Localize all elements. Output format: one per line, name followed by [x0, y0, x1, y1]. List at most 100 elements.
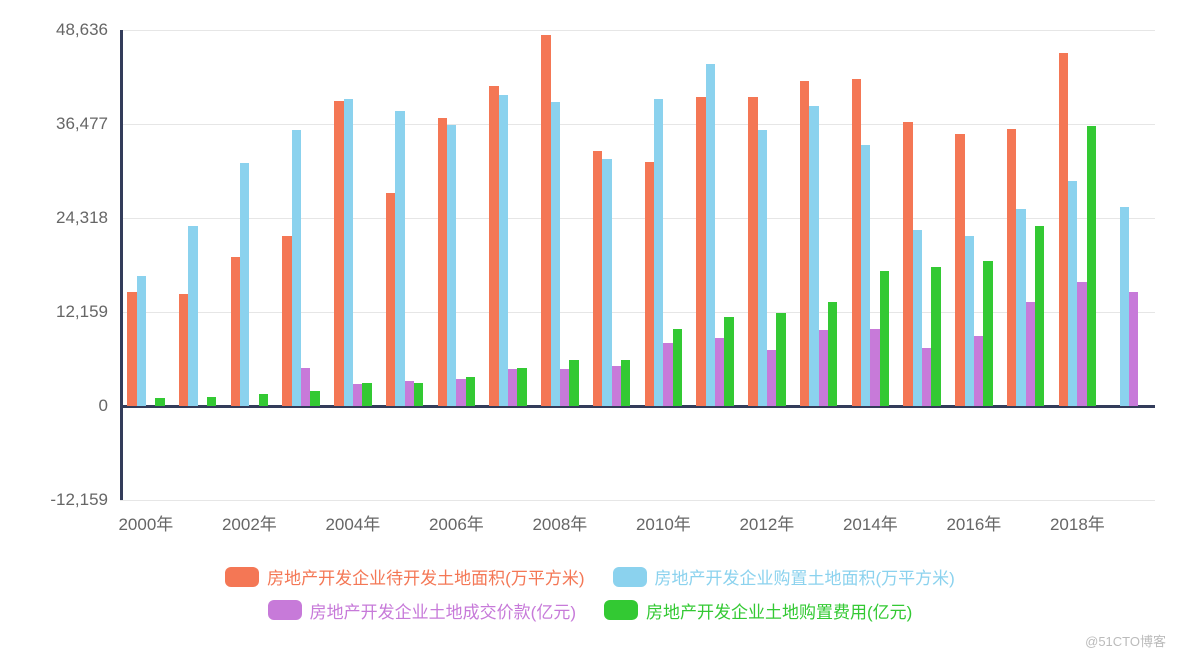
- bar-s4: [414, 383, 423, 406]
- bar-s2: [395, 111, 404, 406]
- bar-s3: [456, 379, 465, 406]
- y-axis-tick: 24,318: [56, 208, 120, 228]
- y-axis-tick: 36,477: [56, 114, 120, 134]
- bar-s4: [155, 398, 164, 406]
- x-axis-tick: 2006年: [429, 500, 484, 535]
- bar-s1: [127, 292, 136, 406]
- bar-s2: [240, 163, 249, 406]
- legend-swatch: [225, 567, 259, 587]
- bar-s1: [696, 97, 705, 406]
- bar-s4: [673, 329, 682, 406]
- bar-s1: [231, 257, 240, 406]
- legend-item-s3[interactable]: 房地产开发企业土地成交价款(亿元): [268, 598, 576, 623]
- bar-s3: [1129, 292, 1138, 406]
- bar-s3: [301, 368, 310, 406]
- bar-s3: [870, 329, 879, 406]
- bar-s4: [724, 317, 733, 406]
- bar-s1: [179, 294, 188, 406]
- bar-s2: [447, 125, 456, 406]
- x-axis-tick: 2014年: [843, 500, 898, 535]
- legend-label: 房地产开发企业土地成交价款(亿元): [310, 598, 576, 623]
- bar-s2: [809, 106, 818, 406]
- bar-s1: [903, 122, 912, 406]
- legend-row: 房地产开发企业土地成交价款(亿元) 房地产开发企业土地购置费用(亿元): [0, 598, 1180, 626]
- bar-s2: [344, 99, 353, 406]
- bar-s1: [955, 134, 964, 406]
- bar-s3: [405, 381, 414, 406]
- bar-s1: [541, 35, 550, 406]
- bar-s4: [828, 302, 837, 406]
- grid-line: [120, 30, 1155, 31]
- bar-s3: [560, 369, 569, 406]
- bar-s1: [438, 118, 447, 406]
- x-axis-tick: 2012年: [739, 500, 794, 535]
- bar-s3: [819, 330, 828, 406]
- legend-item-s2[interactable]: 房地产开发企业购置土地面积(万平方米): [613, 564, 955, 589]
- bar-s3: [922, 348, 931, 406]
- bar-s2: [137, 276, 146, 406]
- bar-s3: [974, 336, 983, 406]
- bar-s4: [983, 261, 992, 406]
- bar-s4: [310, 391, 319, 406]
- bar-s4: [207, 397, 216, 406]
- bar-s3: [715, 338, 724, 406]
- bar-s2: [913, 230, 922, 406]
- bar-s4: [569, 360, 578, 406]
- bar-s2: [602, 159, 611, 406]
- legend-swatch: [268, 600, 302, 620]
- bar-s4: [259, 394, 268, 406]
- bar-s2: [188, 226, 197, 406]
- x-axis-tick: 2000年: [118, 500, 173, 535]
- legend-label: 房地产开发企业土地购置费用(亿元): [646, 598, 912, 623]
- x-axis-tick: 2008年: [532, 500, 587, 535]
- y-axis: [120, 30, 123, 500]
- bar-s2: [706, 64, 715, 406]
- y-axis-tick: 0: [99, 396, 120, 416]
- legend-item-s1[interactable]: 房地产开发企业待开发土地面积(万平方米): [225, 564, 584, 589]
- bar-s3: [663, 343, 672, 406]
- bar-s3: [1077, 282, 1086, 406]
- bar-s2: [551, 102, 560, 406]
- x-axis: [120, 405, 1155, 408]
- bar-s1: [748, 97, 757, 406]
- x-axis-tick: 2004年: [325, 500, 380, 535]
- legend-label: 房地产开发企业购置土地面积(万平方米): [655, 564, 955, 589]
- bar-s4: [362, 383, 371, 406]
- bar-s2: [758, 130, 767, 406]
- grid-line: [120, 312, 1155, 313]
- bar-s3: [1026, 302, 1035, 406]
- legend-swatch: [613, 567, 647, 587]
- bar-s2: [1016, 209, 1025, 406]
- watermark: @51CTO博客: [1085, 631, 1166, 650]
- bar-s4: [776, 313, 785, 406]
- bar-s2: [292, 130, 301, 406]
- bar-s3: [767, 350, 776, 406]
- bar-s2: [1068, 181, 1077, 406]
- bar-s3: [508, 369, 517, 406]
- bar-s1: [645, 162, 654, 406]
- bar-s1: [593, 151, 602, 406]
- grid-line: [120, 124, 1155, 125]
- x-axis-tick: 2002年: [222, 500, 277, 535]
- bar-s1: [386, 193, 395, 406]
- x-axis-tick: 2016年: [946, 500, 1001, 535]
- x-axis-tick: 2018年: [1050, 500, 1105, 535]
- grid-line: [120, 218, 1155, 219]
- y-axis-tick: -12,159: [50, 490, 120, 510]
- legend-item-s4[interactable]: 房地产开发企业土地购置费用(亿元): [604, 598, 912, 623]
- bar-s3: [353, 384, 362, 406]
- bar-s4: [466, 377, 475, 406]
- bar-s1: [852, 79, 861, 406]
- legend: 房地产开发企业待开发土地面积(万平方米)房地产开发企业购置土地面积(万平方米)房…: [0, 558, 1180, 631]
- bar-s4: [621, 360, 630, 406]
- bar-s2: [861, 145, 870, 406]
- plot-area: -12,159012,15924,31836,47748,6362000年200…: [120, 30, 1155, 500]
- bar-s2: [654, 99, 663, 406]
- bar-s4: [1035, 226, 1044, 406]
- bar-s4: [931, 267, 940, 406]
- legend-swatch: [604, 600, 638, 620]
- legend-row: 房地产开发企业待开发土地面积(万平方米) 房地产开发企业购置土地面积(万平方米): [0, 564, 1180, 592]
- bar-s1: [1007, 129, 1016, 406]
- y-axis-tick: 12,159: [56, 302, 120, 322]
- bar-s4: [517, 368, 526, 406]
